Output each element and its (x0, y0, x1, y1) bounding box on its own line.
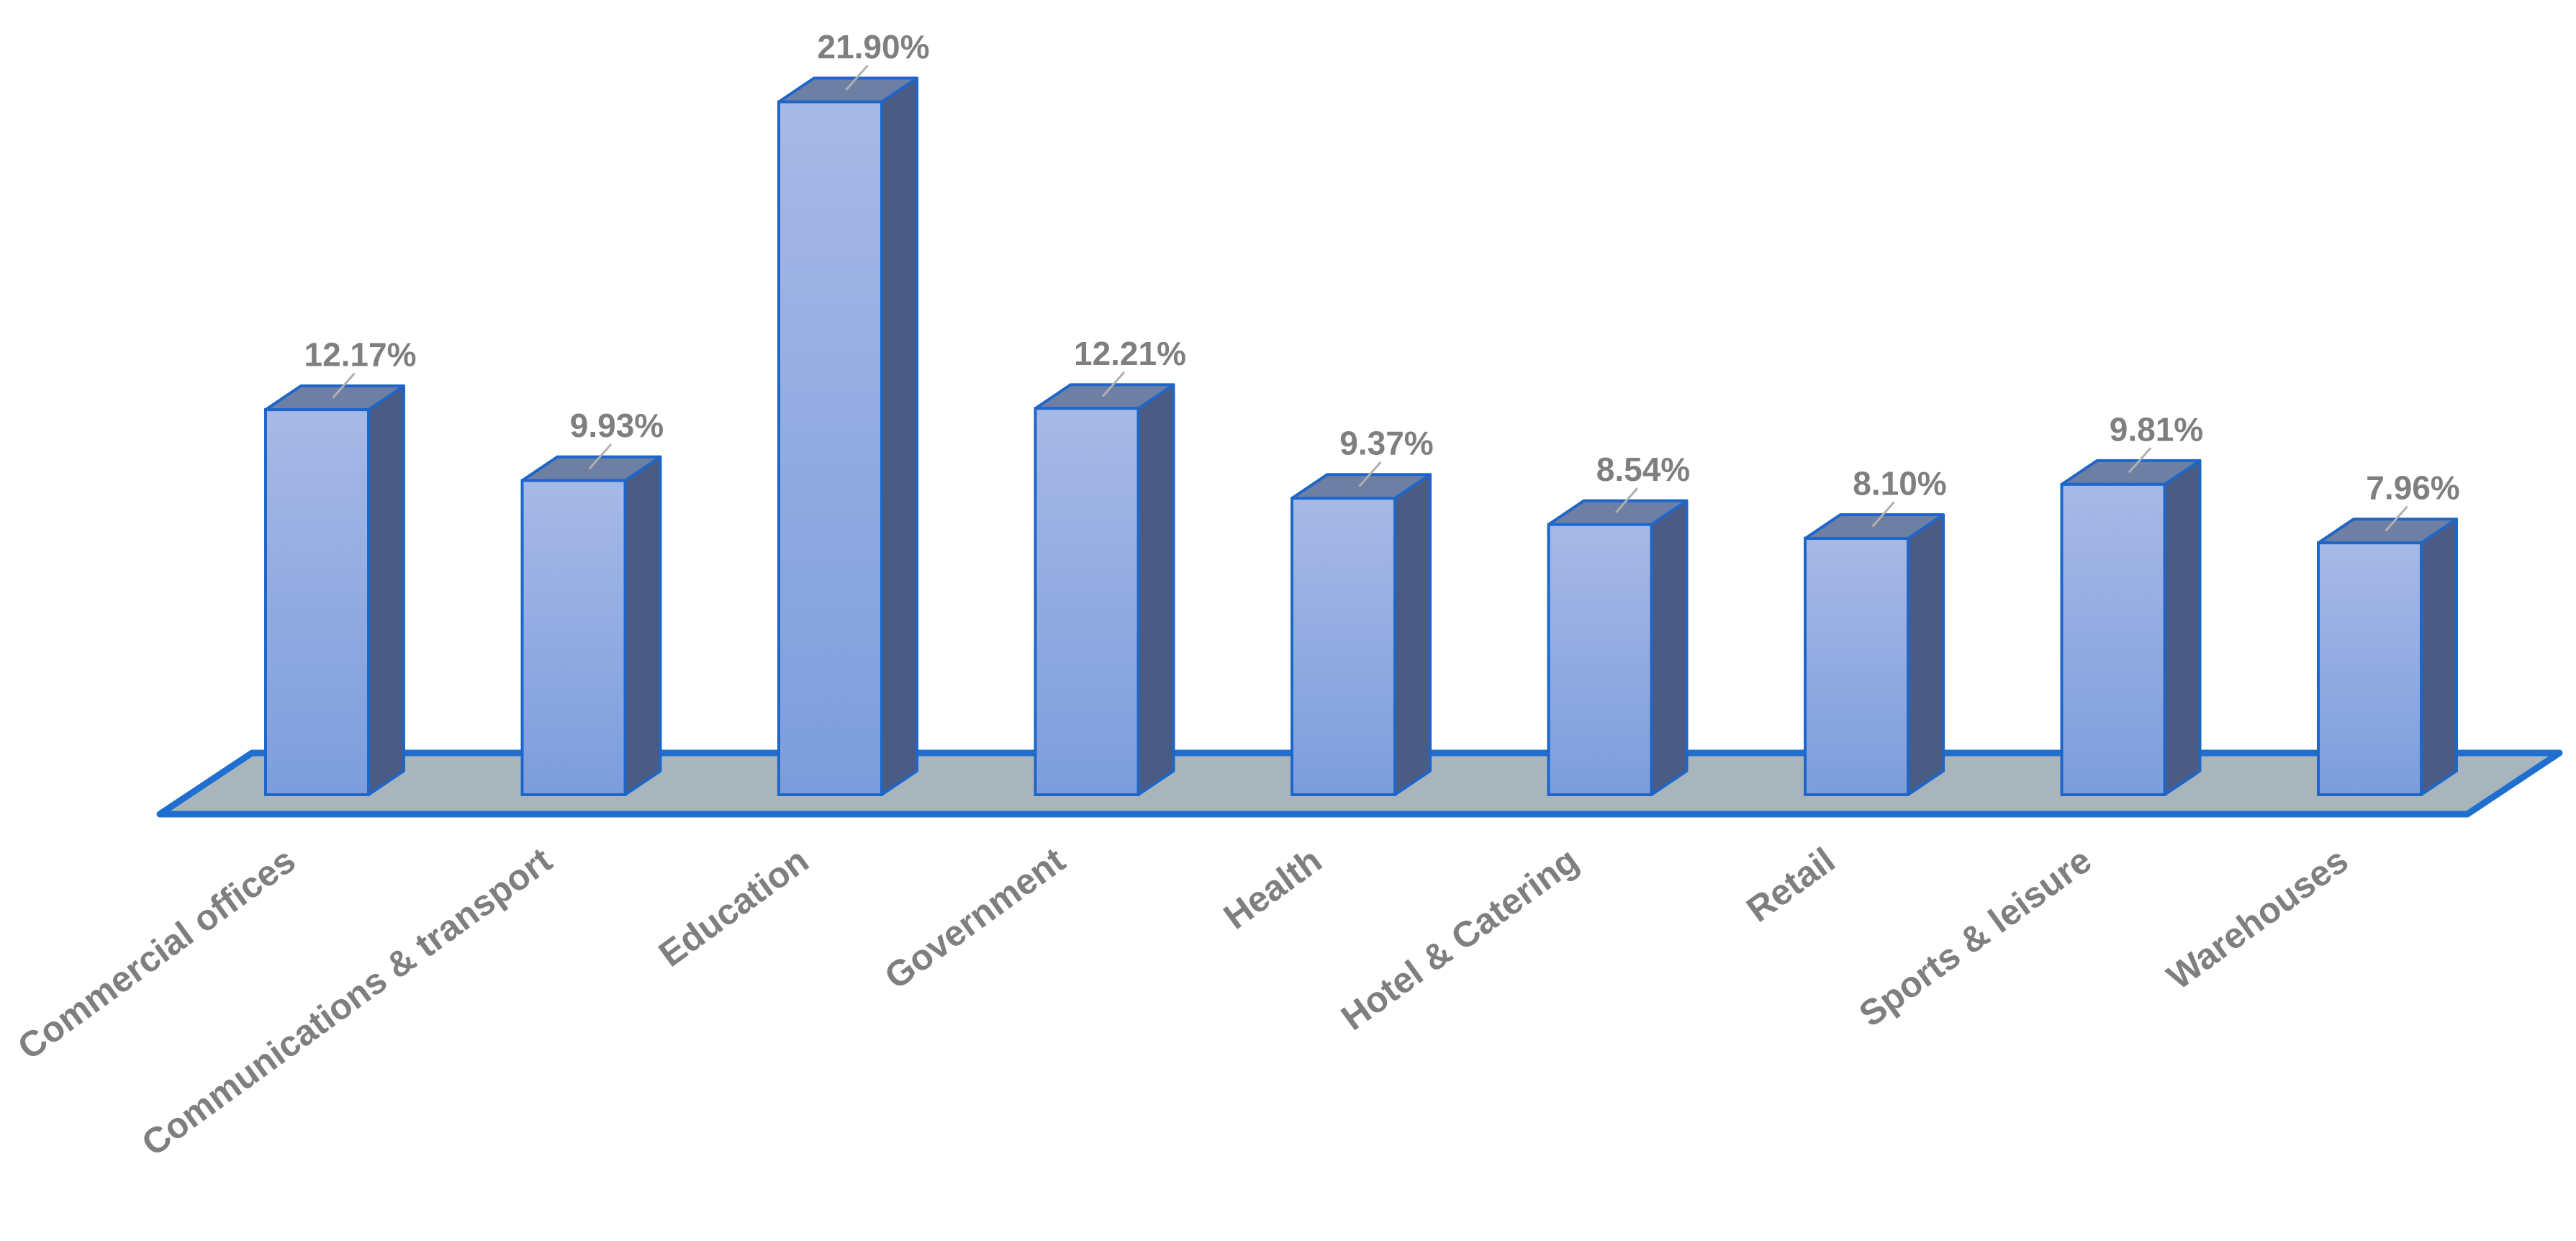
leader-line (2385, 505, 2408, 532)
bar (1034, 383, 1175, 796)
bar-front-face (777, 100, 883, 796)
bar-front-face (1291, 497, 1396, 796)
category-label: Education (651, 840, 815, 975)
leader-line (1614, 487, 1639, 514)
data-labels-group: 12.17% 9.93% 21.90% 12.21% 9.37% 8.54% 8.10% 9.… (304, 28, 2460, 532)
data-label: 8.10% (1853, 465, 1946, 502)
bar (2060, 459, 2202, 797)
bars-group (264, 76, 2458, 797)
category-label: Communications & transport (135, 839, 560, 1163)
bar-front-face (2317, 541, 2423, 797)
data-label: 21.90% (817, 28, 929, 66)
data-label: 12.21% (1074, 335, 1186, 372)
category-label: Sports & leisure (1852, 840, 2099, 1035)
bar-side-face (367, 384, 405, 796)
category-label: Government (877, 839, 1072, 997)
category-label: Health (1216, 840, 1329, 937)
data-label: 9.93% (570, 407, 664, 444)
bar (1291, 473, 1432, 796)
leader-line (845, 65, 869, 91)
leader-line (1358, 461, 1382, 487)
bar-side-face (880, 76, 918, 796)
bar-front-face (1547, 523, 1653, 796)
bar-front-face (264, 408, 370, 796)
data-label: 12.17% (304, 336, 416, 374)
bar (264, 384, 405, 796)
data-label: 8.54% (1596, 451, 1690, 488)
bar-side-face (2420, 518, 2458, 796)
leader-line (332, 372, 356, 399)
bar (777, 76, 918, 796)
bar (1804, 513, 1945, 796)
bar-side-face (1650, 499, 1689, 796)
bar (2317, 518, 2458, 797)
bar-side-face (2163, 459, 2202, 796)
bar-front-face (1804, 537, 1910, 796)
leader-line (1101, 371, 1126, 397)
bar-front-face (1034, 407, 1140, 796)
category-label: Retail (1739, 840, 1842, 930)
category-label: Hotel & Catering (1334, 840, 1586, 1039)
data-label: 7.96% (2366, 469, 2459, 507)
leader-line (1871, 501, 1895, 528)
leader-line (588, 443, 613, 470)
data-label: 9.37% (1339, 425, 1433, 462)
bar (1547, 499, 1689, 796)
bar-side-face (1907, 513, 1945, 796)
bar-side-face (1136, 383, 1175, 796)
bar-side-face (623, 455, 662, 796)
leader-line (2128, 447, 2152, 474)
bar (520, 455, 662, 796)
bar-side-face (1393, 473, 1432, 796)
bar-front-face (520, 479, 627, 796)
data-label: 9.81% (2110, 410, 2203, 448)
bar-front-face (2060, 482, 2166, 797)
category-label: Warehouses (2160, 840, 2356, 998)
category-label: Commercial offices (10, 840, 302, 1068)
